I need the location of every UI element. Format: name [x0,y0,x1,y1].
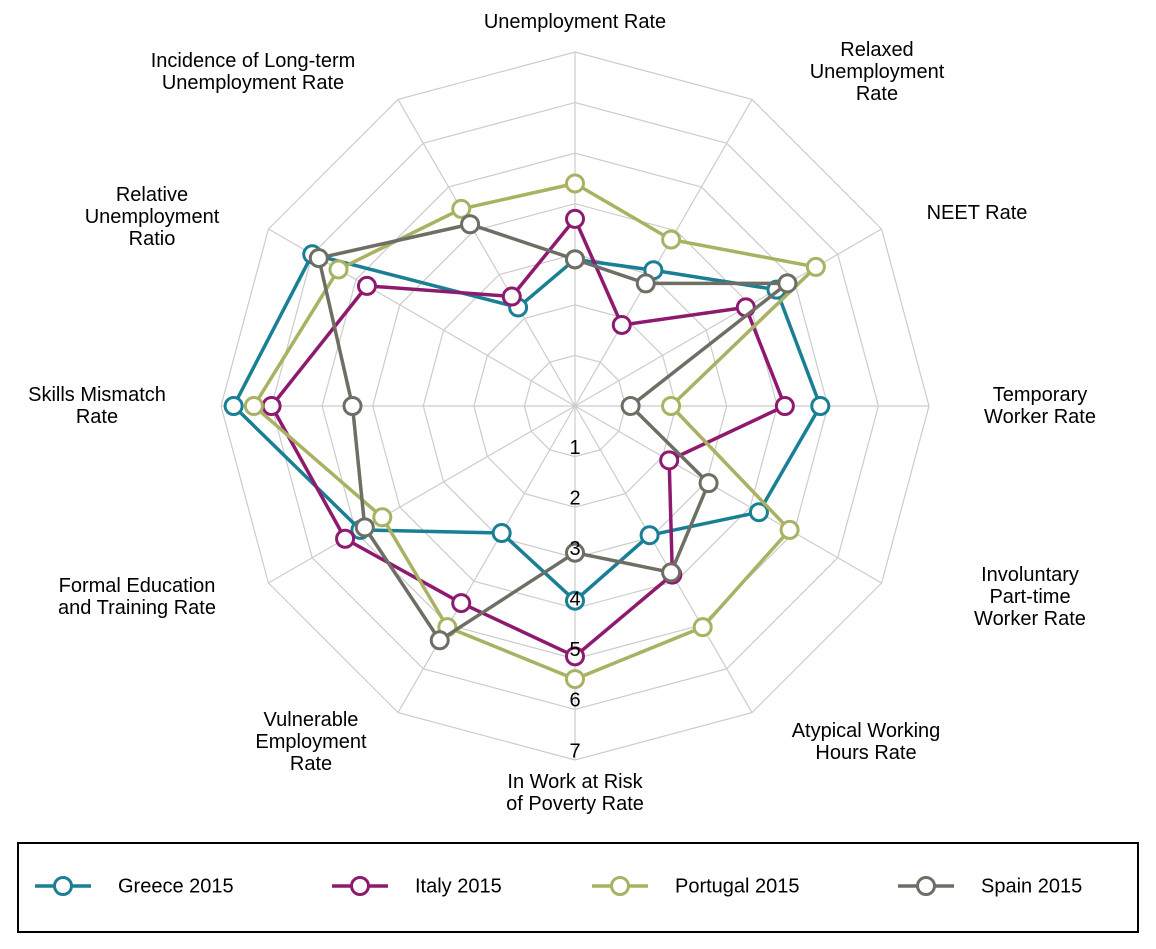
point [661,562,682,583]
point [692,617,713,638]
point [342,396,363,416]
spoke [397,405,576,713]
point [372,507,393,528]
point [356,275,377,296]
point [698,473,719,494]
r-tick-label: 5 [569,639,580,661]
point [565,646,585,667]
category-label: Atypical Working Hours Rate [791,720,941,764]
spoke [574,99,753,407]
point [460,214,481,235]
spoke [268,405,576,584]
point [659,450,680,471]
point [223,396,244,416]
point [451,198,472,219]
legend-label: Portugal 2015 [675,875,800,897]
point [261,396,282,416]
point [777,273,798,294]
spoke [574,228,882,407]
point [565,173,585,194]
point [328,259,349,280]
point [429,630,450,651]
legend-marker [916,876,936,896]
legend-marker [610,876,630,896]
legend-marker [350,876,370,896]
point [565,208,585,229]
category-label: Vulnerable Employment Rate [255,709,367,775]
point [639,525,660,546]
category-label: NEET Rate [926,202,1028,224]
category-label: Relative Unemployment Ratio [84,184,220,250]
point [611,314,632,335]
r-tick-label: 3 [569,538,580,560]
point [565,590,585,611]
spoke [397,99,576,407]
spoke [574,405,882,584]
point [805,256,826,277]
spoke [574,405,753,713]
legend-label: Spain 2015 [981,875,1082,897]
point [565,542,585,563]
category-label: Skills Mismatch Rate [28,384,166,428]
point [661,229,682,250]
point [810,396,831,416]
legend-box [17,842,1139,933]
r-tick-label: 6 [569,690,580,712]
point [354,517,375,538]
point [308,248,329,269]
point [661,396,682,416]
point [565,669,585,690]
point [620,396,641,416]
category-label: Incidence of Long-term Unemployment Rate [150,50,356,94]
point [565,249,585,270]
legend-label: Italy 2015 [415,875,502,897]
point [635,273,656,294]
legend-marker [53,876,73,896]
category-label: Temporary Worker Rate [984,384,1096,428]
r-tick-label: 4 [569,589,580,611]
category-label: Formal Education and Training Rate [58,575,216,619]
r-tick-label: 2 [569,487,580,509]
point [335,528,356,549]
point [748,502,769,523]
point [243,396,264,416]
point [491,523,512,544]
category-label: In Work at Risk of Poverty Rate [506,771,644,815]
point [451,593,472,614]
point [779,519,800,540]
r-tick-label: 1 [569,437,580,459]
legend-label: Greece 2015 [118,875,234,897]
r-tick-label: 7 [569,740,580,762]
point [501,286,522,307]
point [774,396,795,416]
category-label: Unemployment Rate [483,11,667,33]
category-label: Involuntary Part-time Worker Rate [974,564,1086,630]
category-label: Relaxed Unemployment Rate [809,39,945,105]
